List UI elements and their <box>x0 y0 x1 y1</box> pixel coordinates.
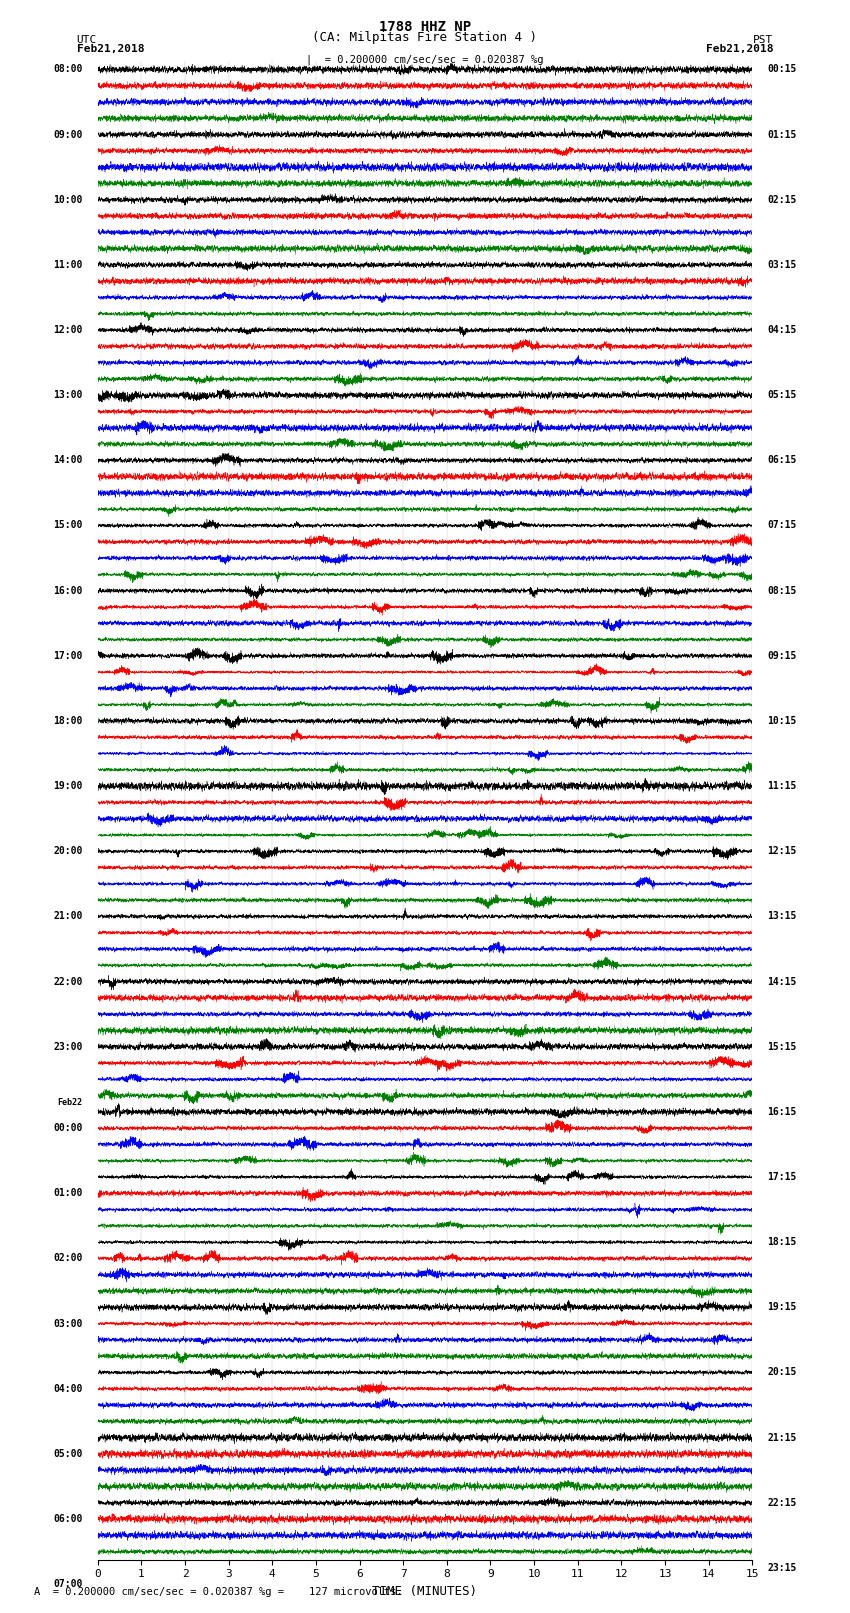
Text: 06:00: 06:00 <box>53 1515 82 1524</box>
Text: 12:00: 12:00 <box>53 326 82 336</box>
Text: 16:00: 16:00 <box>53 586 82 595</box>
Text: 14:00: 14:00 <box>53 455 82 465</box>
Text: 14:15: 14:15 <box>768 976 797 987</box>
Text: 11:00: 11:00 <box>53 260 82 269</box>
Text: 12:15: 12:15 <box>768 847 797 857</box>
Text: 03:00: 03:00 <box>53 1318 82 1329</box>
Text: 15:00: 15:00 <box>53 521 82 531</box>
Text: 03:15: 03:15 <box>768 260 797 269</box>
Text: 22:00: 22:00 <box>53 976 82 987</box>
Text: 07:00: 07:00 <box>53 1579 82 1589</box>
Text: 20:00: 20:00 <box>53 847 82 857</box>
Text: 20:15: 20:15 <box>768 1368 797 1378</box>
Text: 01:00: 01:00 <box>53 1189 82 1198</box>
Text: 04:00: 04:00 <box>53 1384 82 1394</box>
Text: 02:15: 02:15 <box>768 195 797 205</box>
Text: 11:15: 11:15 <box>768 781 797 790</box>
Text: 13:00: 13:00 <box>53 390 82 400</box>
Text: 07:15: 07:15 <box>768 521 797 531</box>
Text: 09:15: 09:15 <box>768 650 797 661</box>
Text: 02:00: 02:00 <box>53 1253 82 1263</box>
Text: 17:15: 17:15 <box>768 1173 797 1182</box>
Text: |  = 0.200000 cm/sec/sec = 0.020387 %g: | = 0.200000 cm/sec/sec = 0.020387 %g <box>306 53 544 65</box>
Text: 19:00: 19:00 <box>53 781 82 790</box>
Text: A  = 0.200000 cm/sec/sec = 0.020387 %g =    127 microvolts.: A = 0.200000 cm/sec/sec = 0.020387 %g = … <box>34 1587 403 1597</box>
Text: 23:15: 23:15 <box>768 1563 797 1573</box>
Text: 05:15: 05:15 <box>768 390 797 400</box>
Text: 09:00: 09:00 <box>53 129 82 140</box>
Text: 17:00: 17:00 <box>53 650 82 661</box>
Text: 00:00: 00:00 <box>53 1123 82 1134</box>
Text: Feb21,2018: Feb21,2018 <box>76 44 144 53</box>
Text: 08:00: 08:00 <box>53 65 82 74</box>
X-axis label: TIME (MINUTES): TIME (MINUTES) <box>372 1586 478 1598</box>
Text: 22:15: 22:15 <box>768 1498 797 1508</box>
Text: 21:15: 21:15 <box>768 1432 797 1442</box>
Text: 08:15: 08:15 <box>768 586 797 595</box>
Text: 23:00: 23:00 <box>53 1042 82 1052</box>
Text: UTC: UTC <box>76 35 97 45</box>
Text: 15:15: 15:15 <box>768 1042 797 1052</box>
Text: 05:00: 05:00 <box>53 1448 82 1458</box>
Text: Feb22: Feb22 <box>58 1097 82 1107</box>
Text: 10:15: 10:15 <box>768 716 797 726</box>
Text: Feb21,2018: Feb21,2018 <box>706 44 774 53</box>
Text: 10:00: 10:00 <box>53 195 82 205</box>
Text: 18:15: 18:15 <box>768 1237 797 1247</box>
Text: PST: PST <box>753 35 774 45</box>
Text: 16:15: 16:15 <box>768 1107 797 1116</box>
Text: 01:15: 01:15 <box>768 129 797 140</box>
Text: 13:15: 13:15 <box>768 911 797 921</box>
Text: 21:00: 21:00 <box>53 911 82 921</box>
Text: 06:15: 06:15 <box>768 455 797 465</box>
Text: (CA: Milpitas Fire Station 4 ): (CA: Milpitas Fire Station 4 ) <box>313 31 537 44</box>
Text: 04:15: 04:15 <box>768 326 797 336</box>
Text: 00:15: 00:15 <box>768 65 797 74</box>
Text: 19:15: 19:15 <box>768 1302 797 1313</box>
Text: 1788 HHZ NP: 1788 HHZ NP <box>379 19 471 34</box>
Text: 18:00: 18:00 <box>53 716 82 726</box>
